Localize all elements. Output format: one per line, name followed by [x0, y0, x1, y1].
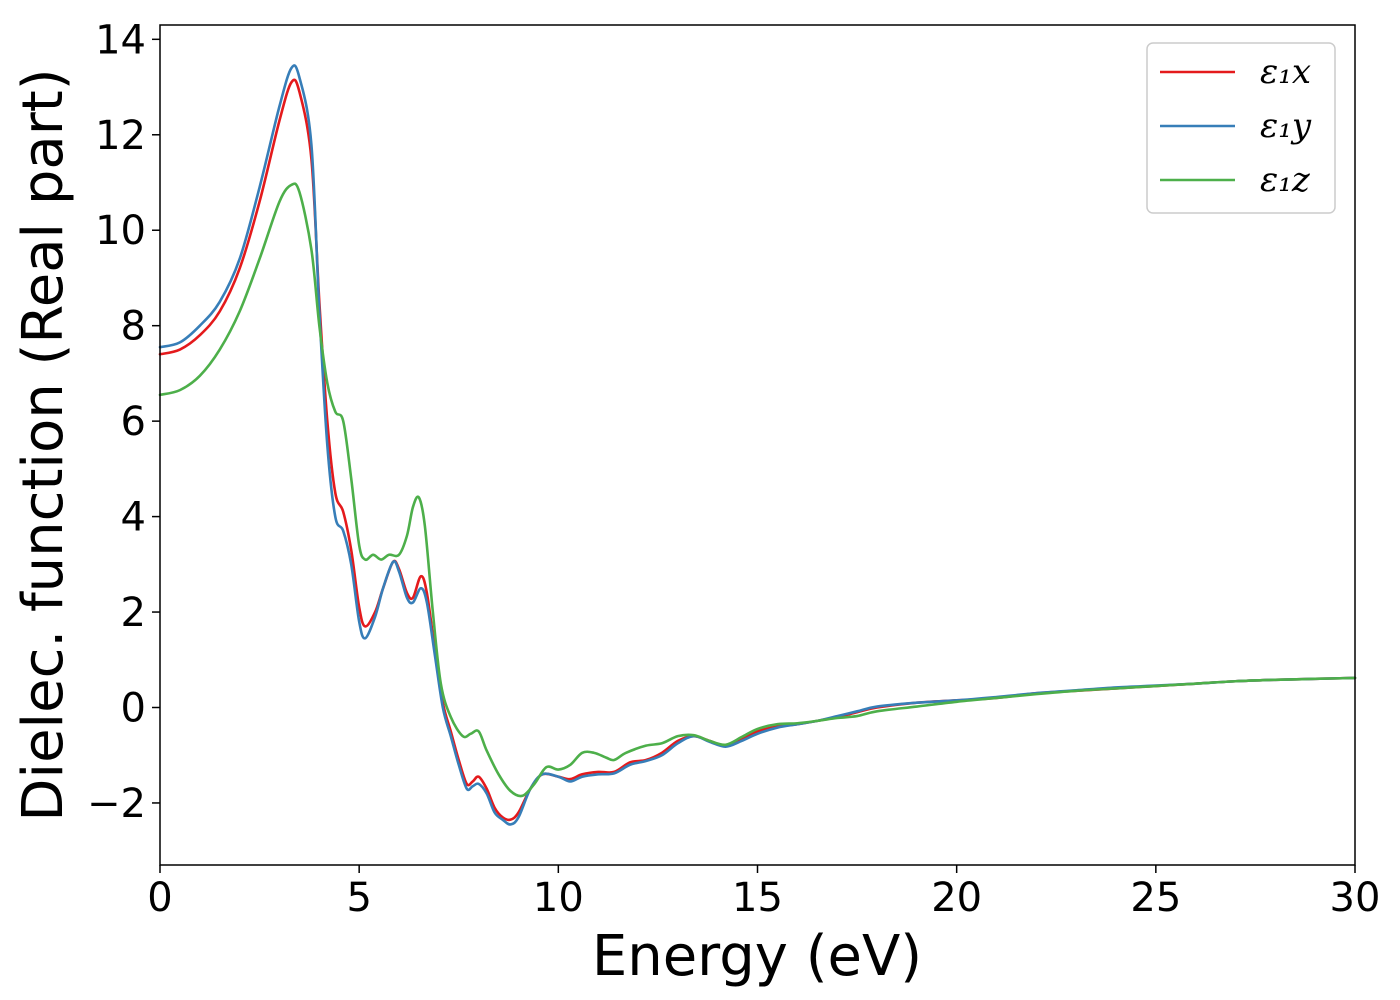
- y-tick-label: 0: [121, 686, 146, 732]
- legend-label-2: ε₁z: [1260, 160, 1311, 200]
- legend-label-1: ε₁y: [1260, 106, 1312, 146]
- y-tick-label: 4: [121, 495, 146, 541]
- y-tick-label: 14: [95, 17, 146, 63]
- y-tick-label: 6: [121, 399, 146, 445]
- x-tick-label: 10: [533, 875, 584, 921]
- x-tick-label: 15: [732, 875, 783, 921]
- y-tick-label: 12: [95, 113, 146, 159]
- x-tick-label: 30: [1330, 875, 1381, 921]
- y-tick-label: −2: [87, 781, 146, 827]
- x-tick-label: 0: [147, 875, 172, 921]
- series-line-2: [158, 182, 1357, 798]
- x-tick-label: 20: [931, 875, 982, 921]
- series-layer: [158, 64, 1357, 826]
- series-line-1: [158, 64, 1357, 826]
- legend-label-0: ε₁x: [1260, 52, 1311, 92]
- legend: ε₁x ε₁y ε₁z: [1146, 42, 1336, 214]
- y-axis-label: Dielec. function (Real part): [11, 68, 76, 821]
- x-axis-label: Energy (eV): [592, 924, 922, 989]
- x-axis-ticks: 0 5 10 15 20 25 30: [147, 865, 1380, 921]
- x-tick-label: 5: [346, 875, 371, 921]
- y-axis-ticks: −2 0 2 4 6 8 10 12 14: [87, 17, 160, 827]
- legend-box: [1146, 42, 1336, 214]
- y-tick-label: 2: [121, 590, 146, 636]
- y-tick-label: 8: [121, 304, 146, 350]
- y-tick-label: 10: [95, 208, 146, 254]
- legend-entries: ε₁x ε₁y ε₁z: [1160, 52, 1312, 200]
- x-tick-label: 25: [1130, 875, 1181, 921]
